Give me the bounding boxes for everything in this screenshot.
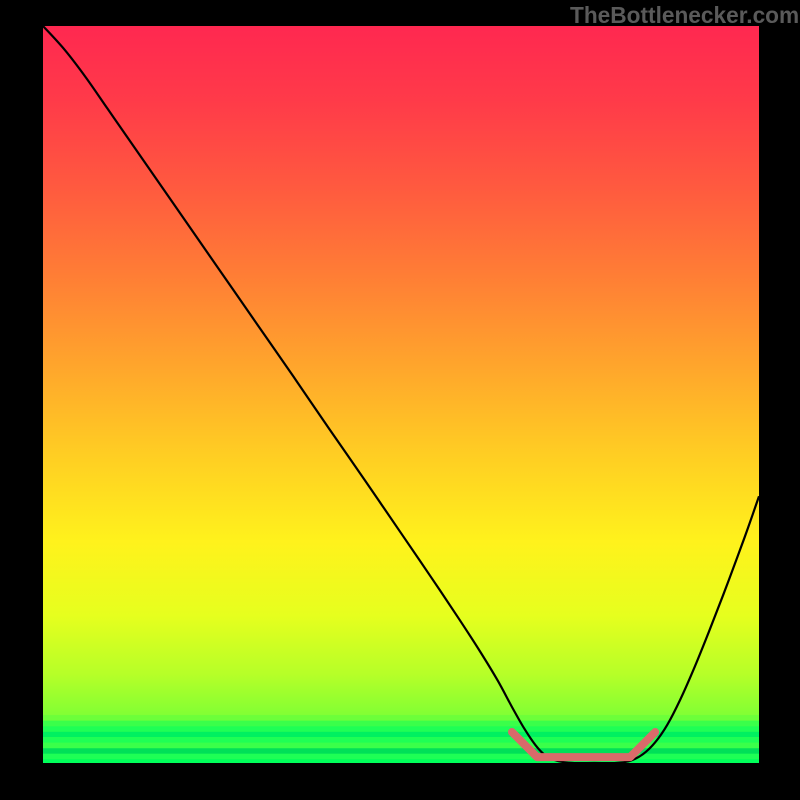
gradient-background xyxy=(43,26,759,763)
bottom-striation xyxy=(43,748,759,754)
bottom-striation xyxy=(43,754,759,760)
chart-svg xyxy=(43,26,759,763)
bottleneck-chart xyxy=(43,26,759,763)
bottom-striation xyxy=(43,759,759,763)
watermark-text: TheBottlenecker.com xyxy=(570,2,799,29)
bottom-striation xyxy=(43,721,759,727)
bottom-striation xyxy=(43,715,759,721)
stage: TheBottlenecker.com xyxy=(0,0,800,800)
